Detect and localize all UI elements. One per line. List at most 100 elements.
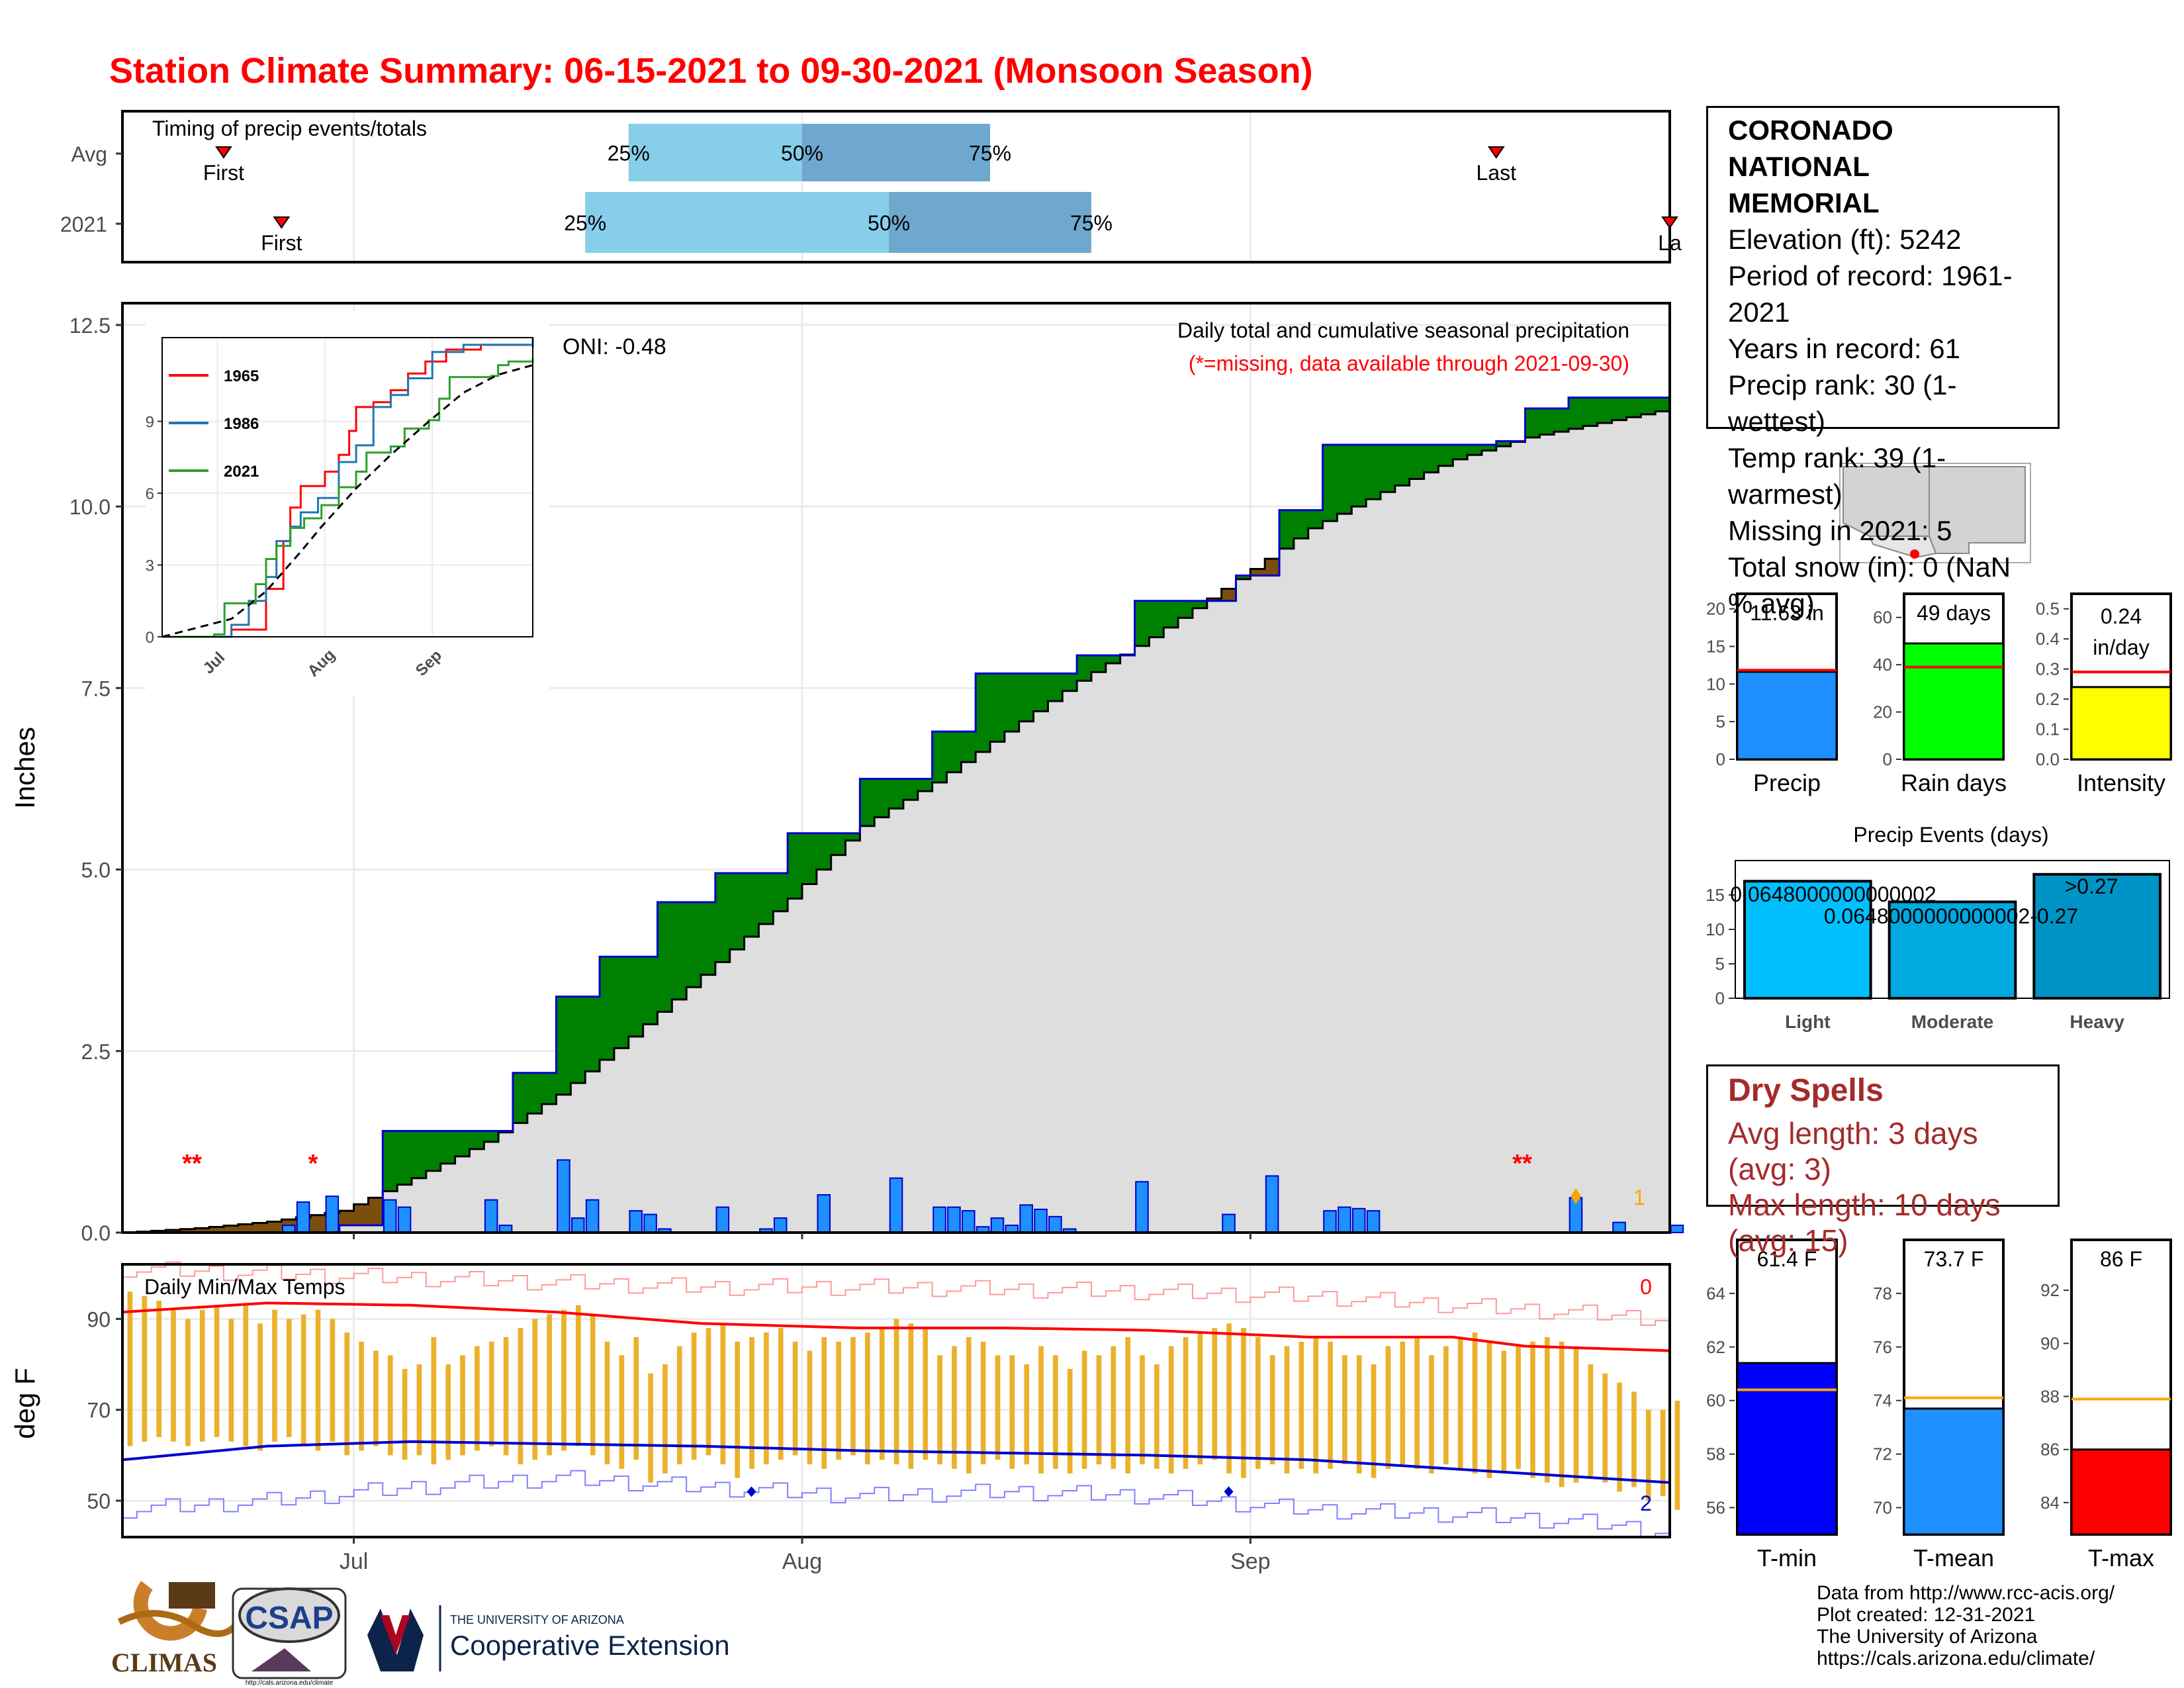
events-bar <box>1743 880 1872 1000</box>
precip-total-value-label: 11.63 in <box>1750 601 1824 625</box>
avg-min-line <box>122 1440 1670 1484</box>
daily-temp-range-bar <box>619 1355 625 1469</box>
cumulative-difference-fill <box>527 1072 543 1114</box>
precip-ytick-label: 0.0 <box>81 1221 111 1245</box>
credit-institution: The University of Arizona <box>1817 1626 2038 1648</box>
intensity-ytick-label: 0.0 <box>2036 749 2060 769</box>
cumulative-difference-fill <box>1525 408 1540 438</box>
precip-panel: 0.0 2.5 5.0 7.5 10.0 12.5 Inches Daily total … <box>9 302 1684 1245</box>
daily-precip-bar <box>990 1217 1005 1233</box>
cumulative-difference-fill <box>1582 397 1598 426</box>
cumulative-difference-fill <box>1048 673 1063 702</box>
precip-total-ytick-label: 5 <box>1716 712 1725 731</box>
temp-ylabel: deg F <box>9 1368 40 1438</box>
cumulative-difference-fill <box>1655 397 1670 412</box>
cumulative-difference-fill <box>1178 600 1193 618</box>
daily-precip-bar <box>325 1196 340 1233</box>
pct-label: 50% <box>868 211 910 235</box>
temp-panel: 50 70 90 Daily Min/Max Temps deg F 0 2 <box>9 1261 1680 1544</box>
cumulative-difference-fill <box>1293 510 1309 539</box>
station-period: Period of record: 1961-2021 <box>1728 260 2013 328</box>
daily-temp-range-bar <box>1501 1350 1507 1474</box>
inset-series-1965 <box>162 344 534 638</box>
tmax-ytick-label: 88 <box>2040 1387 2060 1407</box>
daily-precip-bar <box>1048 1215 1062 1234</box>
cumulative-difference-fill <box>816 833 832 870</box>
temp-record-low-count: 2 <box>1640 1491 1652 1515</box>
cumulative-difference-fill <box>1149 600 1164 637</box>
dry-spells-max: Max length: 10 days (avg: 15) <box>1728 1188 2001 1258</box>
daily-temp-range-bar <box>995 1355 1001 1460</box>
quartile-bar-2021 <box>585 192 889 253</box>
cumulative-difference-fill <box>643 957 658 1025</box>
tmean-bar <box>1903 1407 2005 1536</box>
cumulative-difference-fill <box>1380 444 1396 492</box>
cumulative-difference-fill <box>1322 444 1338 522</box>
cumulative-difference-fill <box>412 1131 427 1178</box>
ua-big-text: Cooperative Extension <box>450 1630 730 1661</box>
cumulative-difference-fill <box>686 902 702 988</box>
station-name: CORONADO NATIONAL <box>1728 115 1893 182</box>
quartile-bar-2021 <box>889 192 1091 253</box>
daily-temp-range-bar <box>1573 1346 1579 1483</box>
daily-temp-range-bar <box>460 1355 465 1456</box>
daily-temp-range-bar <box>1328 1341 1333 1469</box>
record-min-line <box>122 1470 1670 1538</box>
cumulative-difference-fill <box>1612 397 1627 420</box>
intensity-ytick-label: 0.4 <box>2036 629 2060 649</box>
precip-total-category-label: Precip <box>1753 769 1821 796</box>
tmin-ytick-label: 56 <box>1706 1498 1725 1518</box>
rain-days-ytick-label: 20 <box>1873 702 1892 722</box>
credit-data-source: Data from http://www.rcc-acis.org/ <box>1817 1582 2115 1604</box>
daily-temp-range-bar <box>1255 1336 1261 1469</box>
csap-url: http://cals.arizona.edu/climate <box>246 1679 334 1687</box>
precip-corner-count: 1 <box>1633 1186 1645 1209</box>
daily-temp-range-bar <box>662 1364 668 1474</box>
cumulative-difference-fill <box>339 1211 355 1226</box>
daily-temp-range-bar <box>387 1355 393 1456</box>
cumulative-difference-fill <box>672 902 687 1000</box>
daily-precip-bar <box>571 1217 585 1233</box>
inset-ytick-label: 6 <box>146 485 154 503</box>
cumulative-difference-fill <box>1163 600 1179 628</box>
cumulative-difference-fill <box>1004 673 1020 732</box>
temp-ytick-label: 90 <box>87 1307 111 1331</box>
daily-temp-range-bar <box>676 1346 682 1465</box>
rain-days-category-label: Rain days <box>1901 769 2007 796</box>
events-bar <box>1888 900 2017 1000</box>
cumulative-difference-fill <box>1409 444 1425 479</box>
rain-days-ytick-label: 0 <box>1883 749 1892 769</box>
daily-temp-range-bar <box>865 1333 870 1465</box>
cumulative-difference-fill <box>1424 444 1439 473</box>
daily-precip-bar <box>1612 1221 1626 1234</box>
temp-ytick-label: 70 <box>87 1399 111 1423</box>
cumulative-difference-fill <box>1641 397 1656 414</box>
credits: Data from http://www.rcc-acis.org/ Plot … <box>1817 1582 2115 1669</box>
cumulative-difference-fill <box>701 902 716 975</box>
daily-precip-bar <box>383 1199 397 1233</box>
daily-temp-range-bar <box>1544 1336 1550 1483</box>
daily-temp-range-bar <box>590 1314 596 1456</box>
tmean-ytick-label: 78 <box>1873 1284 1892 1303</box>
month-tick-label: Aug <box>782 1549 823 1574</box>
cumulative-difference-fill <box>1308 510 1324 529</box>
daily-temp-range-bar <box>1096 1355 1102 1465</box>
cumulative-difference-fill <box>961 731 976 763</box>
tmax-ytick-label: 86 <box>2040 1440 2060 1460</box>
cumulative-difference-fill <box>758 873 774 924</box>
cumulative-difference-fill <box>1539 408 1555 435</box>
tmax-ytick-label: 90 <box>2040 1333 2060 1353</box>
precip-ytick-label: 2.5 <box>81 1040 111 1064</box>
intensity-value-label: in/day <box>2093 635 2149 659</box>
daily-temp-range-bar <box>475 1346 480 1451</box>
inset-ytick-label: 3 <box>146 557 154 575</box>
first-event-label: First <box>261 231 302 255</box>
daily-precip-bar <box>484 1199 498 1233</box>
daily-precip-bar <box>1222 1213 1236 1233</box>
ua-logo: THE UNIVERSITY OF ARIZONA Cooperative Ex… <box>367 1605 730 1671</box>
cumulative-difference-fill <box>426 1131 441 1171</box>
tmin-ytick-label: 64 <box>1706 1284 1725 1303</box>
daily-temp-range-bar <box>1602 1373 1608 1483</box>
cumulative-difference-fill <box>1394 444 1410 486</box>
precip-ytick-label: 10.0 <box>69 495 111 519</box>
